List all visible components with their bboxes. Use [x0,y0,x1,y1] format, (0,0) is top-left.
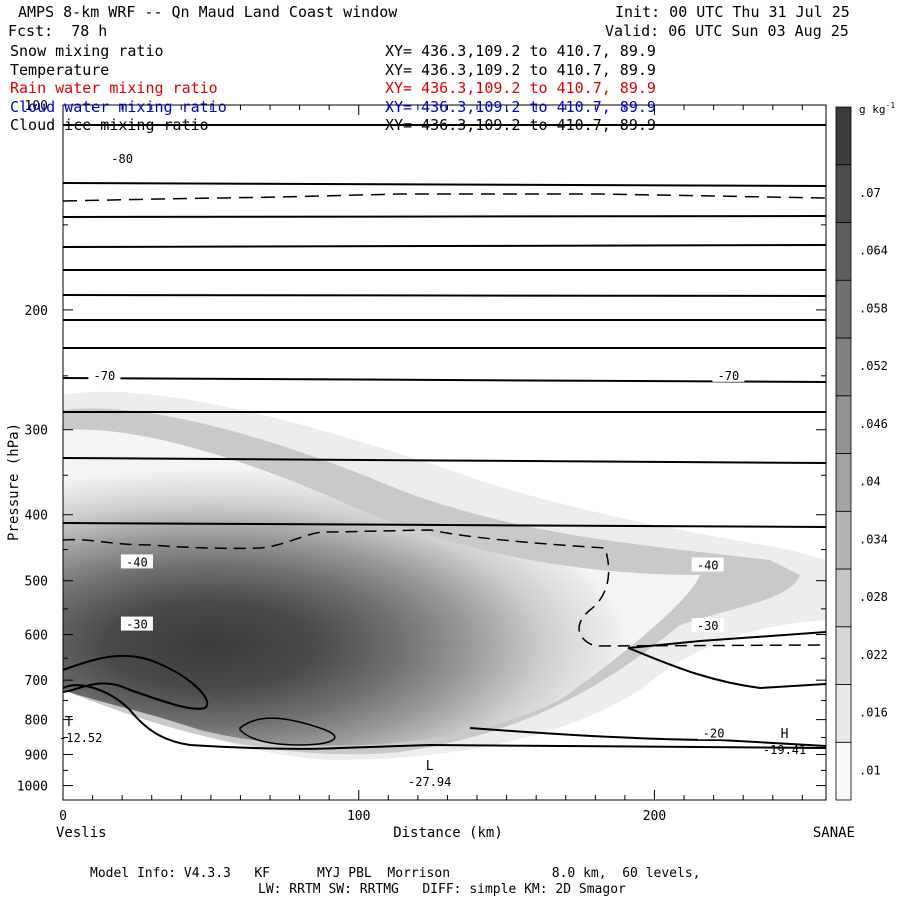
y-tick-label: 600 [25,629,48,644]
y-tick-label: 700 [25,674,48,689]
field-name: Rain water mixing ratio [10,79,218,97]
colorbar-swatch [835,279,852,339]
y-tick-label: 1000 [17,780,48,795]
temperature-contour-line [62,182,827,187]
temperature-label: -30 [697,619,719,633]
cloud-water-dashed-contour [62,193,827,202]
colorbar-tick-label: .01 [859,763,881,777]
extremum-symbol: T [65,715,73,730]
colorbar-swatch [835,337,852,397]
y-tick-label: 500 [25,575,48,590]
y-tick-label: 300 [25,424,48,439]
colorbar-swatch [835,510,852,570]
temperature-label: -70 [718,369,740,383]
temperature-label: -30 [126,618,148,632]
colorbar-tick-label: .046 [859,417,888,431]
temperature-contour-minus20 [627,647,827,690]
colorbar-tick-label: .04 [859,475,881,489]
field-name: Cloud ice mixing ratio [10,116,209,134]
field-xy: XY= 436.3,109.2 to 410.7, 89.9 [385,97,656,116]
colorbar-swatch [835,741,852,801]
contour-label-bg [691,618,724,633]
x-tick-label: 100 [347,809,370,824]
contour-label-bg [691,557,724,572]
contour-label-bg [88,367,121,382]
field-name: Cloud water mixing ratio [10,97,227,116]
colorbar-swatch [835,106,852,166]
snow-mixing-ratio-shading [63,391,826,760]
colorbar-tick-label: .028 [859,590,888,604]
contour-label-bg [120,616,153,631]
temperature-contour-bottom [239,717,336,746]
chart-title: AMPS 8-km WRF -- Qn Maud Land Coast wind… [18,3,398,21]
colorbar-swatch [835,568,852,628]
temperature-contour-line [62,457,827,464]
colorbar-tick-label: .052 [859,359,888,373]
field-name: Temperature [10,60,110,79]
x-tick-label: 200 [643,809,666,824]
colorbar-tick-label: .07 [859,186,881,200]
terrain-contour-upper [62,654,208,710]
temperature-label: -80 [111,152,133,166]
contour-label-bg [106,150,139,165]
colorbar-swatch [835,626,852,685]
field-xy: XY= 436.3,109.2 to 410.7, 89.9 [385,116,656,134]
ice-dashed-contour [62,529,827,647]
extremum-value: -12.52 [59,731,102,745]
colorbar-swatch [835,222,852,281]
footer-line-2: LW: RRTM SW: RRTMG DIFF: simple KM: 2D S… [258,882,626,897]
field-xy: XY= 436.3,109.2 to 410.7, 89.9 [385,42,656,60]
colorbar-swatch [835,164,852,223]
y-tick-label: 200 [25,304,48,319]
footer-line-1: Model Info: V4.3.3 KF MYJ PBL Morrison 8… [90,866,701,881]
contour-label-bg [712,367,745,382]
left-endpoint-label: Veslis [56,825,107,841]
right-endpoint-label: SANAE [813,825,855,841]
extremum-value: -27.94 [408,775,451,789]
extremum-symbol: L [426,759,434,774]
contour-label-bg [120,554,153,569]
extremum-symbol: H [781,727,789,742]
valid-time: Valid: 06 UTC Sun 03 Aug 25 [605,22,849,40]
field-name: Snow mixing ratio [10,42,164,60]
temperature-contour-line [62,215,827,218]
temperature-label: -20 [703,726,725,740]
colorbar-swatch [835,684,852,743]
field-xy: XY= 436.3,109.2 to 410.7, 89.9 [385,79,656,97]
temperature-contour-line [62,244,827,248]
colorbar-tick-label: .064 [859,244,888,258]
y-tick-label: 800 [25,714,48,729]
y-tick-label: 400 [25,509,48,524]
field-xy: XY= 436.3,109.2 to 410.7, 89.9 [385,60,656,79]
colorbar-unit: g kg-1 [859,101,895,116]
colorbar-tick-label: .034 [859,532,888,546]
temperature-contour-line [62,377,827,383]
colorbar-tick-label: .016 [859,706,888,720]
colorbar-tick-label: .022 [859,648,888,662]
x-axis-label: Distance (km) [393,825,503,841]
temperature-contour-line [62,294,827,297]
plot-frame [62,104,827,801]
terrain-contour [62,684,827,750]
temperature-label: -40 [126,555,148,569]
x-tick-label: 0 [59,809,67,824]
colorbar-swatch [835,453,852,512]
y-axis-label: Pressure (hPa) [6,423,22,541]
colorbar-swatch [835,395,852,454]
y-tick-label: 100 [25,99,48,114]
temperature-contour-line [62,522,827,528]
contour-label-bg [697,725,730,740]
extremum-value: -19.41 [763,743,806,757]
temperature-label: -40 [697,559,719,573]
init-time: Init: 00 UTC Thu 31 Jul 25 [615,3,850,21]
temperature-label: -70 [94,369,116,383]
forecast-hour: Fcst: 78 h [8,22,108,40]
temperature-contour-minus20-right [627,631,827,649]
y-tick-label: 900 [25,748,48,763]
temperature-contour-lower-right [469,727,827,747]
colorbar-tick-label: .058 [859,301,888,315]
